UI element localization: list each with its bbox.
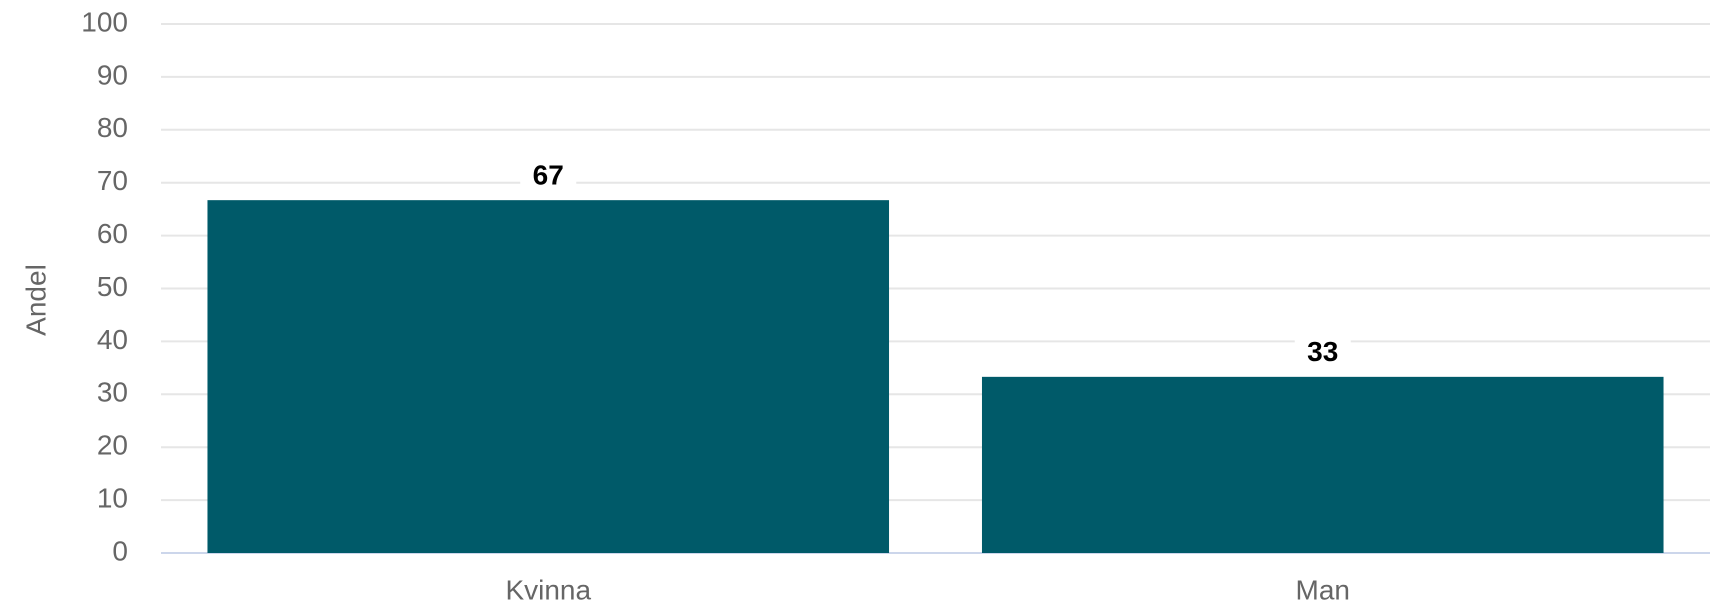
bar: [207, 200, 890, 554]
bar: [981, 376, 1664, 553]
value-label-bg: [520, 154, 577, 199]
value-label: 33: [1307, 336, 1338, 367]
y-tick-label: 30: [97, 377, 128, 408]
y-tick-label: 90: [97, 59, 128, 90]
y-tick-label: 50: [97, 271, 128, 302]
y-tick-label: 0: [112, 535, 128, 566]
y-tick-label: 40: [97, 324, 128, 355]
y-tick-label: 70: [97, 165, 128, 196]
value-label-bg: [1294, 330, 1351, 375]
y-tick-label: 10: [97, 482, 128, 513]
y-tick-label: 100: [81, 6, 128, 37]
value-label: 67: [533, 160, 564, 191]
y-axis-title: Andel: [20, 264, 51, 336]
x-tick-label: Man: [1296, 574, 1350, 605]
y-tick-label: 20: [97, 430, 128, 461]
x-tick-label: Kvinna: [505, 574, 591, 605]
y-tick-label: 80: [97, 112, 128, 143]
y-tick-label: 60: [97, 218, 128, 249]
